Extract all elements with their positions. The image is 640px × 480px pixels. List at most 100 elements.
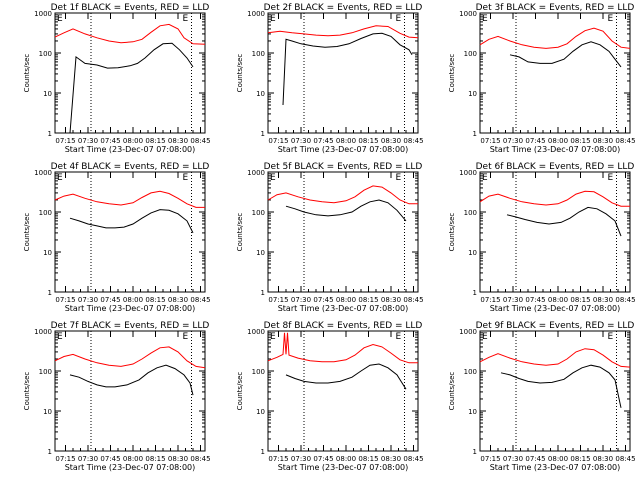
e-marker-left: E [57, 14, 63, 24]
chart-title: Det 4f BLACK = Events, RED = LLD [51, 162, 210, 172]
y-axis-label: Counts/sec [23, 372, 31, 411]
chart-panel-8: Det 8f BLACK = Events, RED = LLD 1 10 100 10… [236, 321, 424, 472]
y-tick-label: 10 [256, 249, 265, 257]
plot-frame [479, 12, 631, 134]
y-tick-label: 100 [39, 50, 52, 58]
x-tick-label: 08:15 [358, 296, 378, 304]
x-axis-label: Start Time (23-Dec-07 07:08:00) [278, 304, 409, 313]
x-axis-label: Start Time (23-Dec-07 07:08:00) [65, 304, 196, 313]
y-tick-label: 100 [39, 209, 52, 217]
e-marker-left: E [482, 173, 488, 183]
x-tick-label: 07:15 [268, 296, 288, 304]
e-marker-right: E [183, 332, 189, 342]
y-tick-label: 1000 [459, 328, 477, 336]
plot-frame [267, 330, 419, 452]
y-tick-label: 1 [473, 448, 477, 456]
e-marker-right: E [608, 14, 614, 24]
x-tick-label: 07:30 [78, 296, 98, 304]
x-tick-label: 07:30 [291, 296, 311, 304]
x-tick-label: 08:30 [168, 296, 188, 304]
e-marker-left: E [270, 332, 276, 342]
e-marker-right: E [396, 14, 402, 24]
x-tick-label: 08:45 [403, 455, 423, 463]
x-tick-label: 07:45 [525, 137, 545, 145]
x-tick-label: 08:00 [336, 296, 356, 304]
x-tick-label: 08:15 [145, 296, 165, 304]
x-tick-label: 08:15 [570, 455, 590, 463]
lld-series-line [479, 190, 630, 207]
plot-frame [479, 330, 631, 452]
x-tick-label: 07:30 [503, 137, 523, 145]
y-tick-label: 1 [261, 289, 265, 297]
x-tick-label: 07:45 [313, 296, 333, 304]
y-axis-label: Counts/sec [236, 372, 244, 411]
e-marker-right: E [608, 173, 614, 183]
e-marker-right: E [183, 14, 189, 24]
x-tick-label: 08:30 [381, 137, 401, 145]
y-tick-label: 100 [252, 50, 265, 58]
chart-panel-4: Det 4f BLACK = Events, RED = LLD 1 10 100 10… [23, 162, 211, 313]
x-tick-label: 07:15 [55, 137, 75, 145]
events-series-line [285, 363, 407, 390]
x-tick-label: 08:45 [190, 296, 210, 304]
chart-panel-6: Det 6f BLACK = Events, RED = LLD 1 10 100 10… [448, 162, 636, 313]
x-tick-label: 07:15 [480, 137, 500, 145]
lld-series-line [54, 346, 206, 369]
e-marker-left: E [482, 332, 488, 342]
y-tick-label: 1000 [34, 328, 52, 336]
chart-panel-1: Det 1f BLACK = Events, RED = LLD 1 10 100 10… [23, 3, 211, 154]
x-tick-label: 07:45 [313, 137, 333, 145]
chart-title: Det 1f BLACK = Events, RED = LLD [51, 3, 210, 13]
events-series-line [506, 206, 622, 237]
x-tick-label: 08:15 [358, 455, 378, 463]
x-axis-label: Start Time (23-Dec-07 07:08:00) [278, 463, 409, 472]
chart-title: Det 9f BLACK = Events, RED = LLD [476, 321, 635, 331]
x-tick-label: 08:15 [145, 455, 165, 463]
x-tick-label: 08:00 [548, 137, 568, 145]
chart-title: Det 7f BLACK = Events, RED = LLD [51, 321, 210, 331]
chart-title: Det 6f BLACK = Events, RED = LLD [476, 162, 635, 172]
events-series-line [69, 364, 194, 396]
y-tick-label: 1000 [247, 328, 265, 336]
y-tick-label: 1 [261, 448, 265, 456]
events-series-line [500, 364, 622, 408]
x-axis-label: Start Time (23-Dec-07 07:08:00) [65, 145, 196, 154]
x-tick-label: 08:45 [190, 137, 210, 145]
x-tick-label: 07:15 [55, 455, 75, 463]
y-tick-label: 1 [261, 130, 265, 138]
plot-frame [479, 171, 631, 293]
y-tick-label: 1000 [247, 169, 265, 177]
e-marker-left: E [57, 173, 63, 183]
y-tick-label: 100 [39, 368, 52, 376]
y-axis-label: Counts/sec [23, 54, 31, 93]
lld-series-line [54, 23, 206, 45]
x-tick-label: 07:30 [78, 455, 98, 463]
events-series-line [509, 41, 622, 68]
x-tick-label: 07:45 [313, 455, 333, 463]
chart-panel-5: Det 5f BLACK = Events, RED = LLD 1 10 100 10… [236, 162, 424, 313]
chart-title: Det 5f BLACK = Events, RED = LLD [264, 162, 423, 172]
y-axis-label: Counts/sec [23, 213, 31, 252]
x-tick-label: 08:30 [168, 455, 188, 463]
x-axis-label: Start Time (23-Dec-07 07:08:00) [490, 145, 621, 154]
x-tick-label: 08:45 [190, 455, 210, 463]
e-marker-left: E [57, 332, 63, 342]
x-tick-label: 08:15 [570, 296, 590, 304]
e-marker-right: E [183, 173, 189, 183]
y-tick-label: 1000 [34, 10, 52, 18]
events-series-line [285, 199, 407, 222]
plot-frame [54, 330, 206, 452]
x-tick-label: 08:30 [593, 137, 613, 145]
x-tick-label: 08:30 [381, 455, 401, 463]
plot-frame [267, 12, 419, 134]
x-tick-label: 08:30 [593, 296, 613, 304]
lld-series-line [267, 185, 418, 205]
y-tick-label: 10 [468, 408, 477, 416]
x-axis-label: Start Time (23-Dec-07 07:08:00) [65, 463, 196, 472]
x-tick-label: 08:45 [403, 296, 423, 304]
y-tick-label: 1 [48, 130, 52, 138]
lld-series-line [267, 25, 419, 39]
x-tick-label: 08:45 [615, 296, 635, 304]
chart-panel-7: Det 7f BLACK = Events, RED = LLD 1 10 100 10… [23, 321, 211, 472]
y-tick-label: 1 [473, 289, 477, 297]
